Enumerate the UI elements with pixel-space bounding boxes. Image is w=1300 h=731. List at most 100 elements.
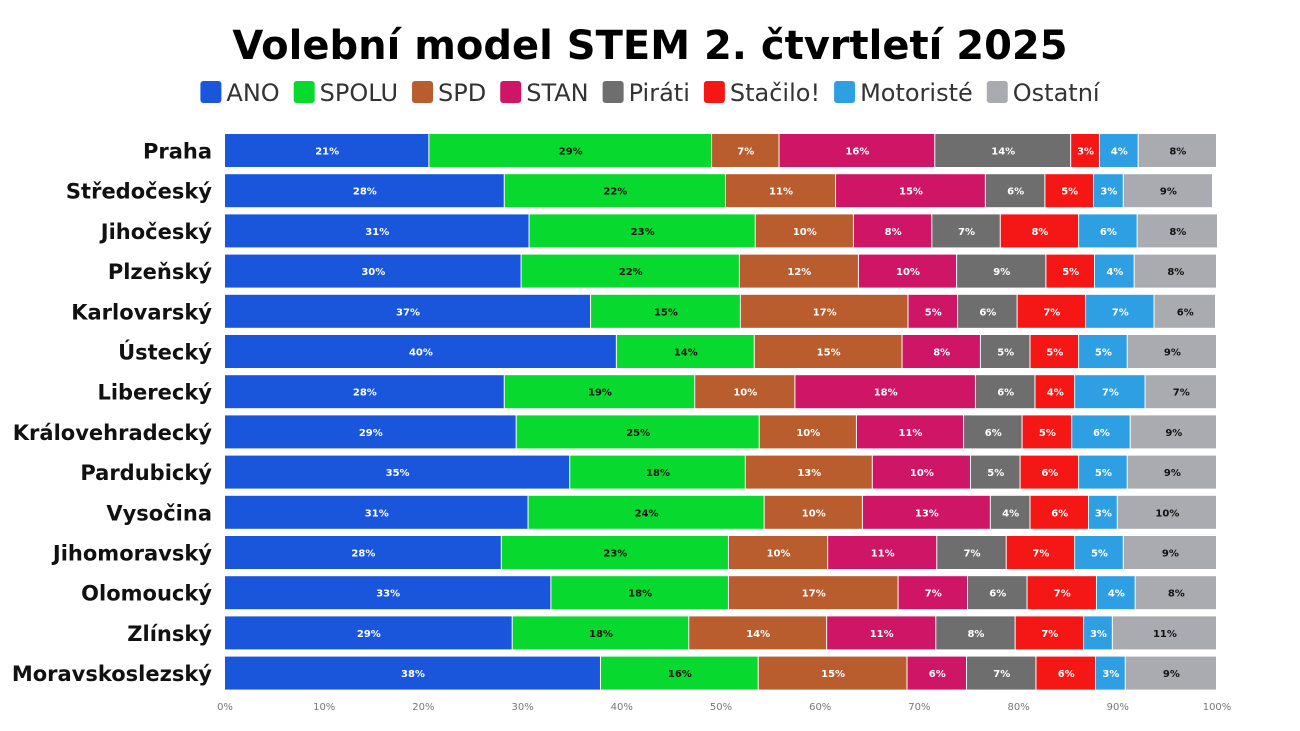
region-label-praha: Praha <box>143 140 212 164</box>
value-label-karlovarsky-pirati: 6% <box>979 307 996 318</box>
value-label-liberecky-stacilo: 4% <box>1047 388 1064 399</box>
value-label-liberecky-spolu: 19% <box>588 388 612 399</box>
value-label-praha-ostatni: 8% <box>1169 147 1186 158</box>
value-label-jihomoravsky-ano: 28% <box>351 549 375 560</box>
bar-segment-stredocesky-ano <box>225 174 504 208</box>
legend-swatch <box>500 81 522 103</box>
legend-item-motoriste: Motoristé <box>834 79 973 107</box>
bar-segment-ustecky-spolu <box>616 335 754 368</box>
value-label-stredocesky-spd: 11% <box>769 187 793 198</box>
bar-row-jihocesky: 31% 23% 10% 8% 7% 8% 6% 8% <box>225 214 1217 248</box>
bar-row-liberecky: 28% 19% 10% 18% 6% 4% 7% 7% <box>225 375 1216 409</box>
bar-segment-jihocesky-motoriste <box>1079 214 1137 248</box>
bar-segment-moravskoslezsky-ano <box>225 656 600 690</box>
bar-segment-pardubicky-ostatni <box>1127 455 1216 489</box>
bar-segment-vysocina-spd <box>764 495 862 529</box>
bar-segment-vysocina-spolu <box>528 495 764 529</box>
legend-swatch <box>602 81 624 103</box>
bar-segment-pardubicky-spd <box>745 455 872 489</box>
legend-item-spd: SPD <box>412 79 486 107</box>
value-label-kralovehradecky-ano: 29% <box>359 428 383 439</box>
legend-label: Stačilo! <box>730 79 820 107</box>
value-label-jihocesky-ostatni: 8% <box>1169 227 1186 238</box>
bar-segment-olomoucky-stacilo <box>1027 576 1096 610</box>
bar-segment-ustecky-spd <box>754 335 902 368</box>
value-label-zlinsky-spd: 14% <box>746 629 770 640</box>
x-tick-label: 70% <box>908 702 930 713</box>
bar-segment-olomoucky-pirati <box>968 576 1027 610</box>
value-label-jihomoravsky-spolu: 23% <box>603 549 627 560</box>
bar-segment-karlovarsky-stacilo <box>1017 294 1086 328</box>
bar-segment-olomoucky-spolu <box>551 576 728 610</box>
value-label-jihocesky-motoriste: 6% <box>1100 227 1117 238</box>
value-label-jihomoravsky-ostatni: 9% <box>1162 549 1179 560</box>
bar-segment-liberecky-spolu <box>504 375 695 409</box>
value-label-praha-spd: 7% <box>737 147 754 158</box>
bar-segment-liberecky-ano <box>225 375 504 409</box>
x-tick-label: 40% <box>611 702 633 713</box>
region-label-vysocina: Vysočina <box>106 501 212 525</box>
value-label-karlovarsky-stacilo: 7% <box>1043 307 1060 318</box>
bar-segment-liberecky-ostatni <box>1145 375 1216 409</box>
x-tick-label: 60% <box>809 702 831 713</box>
bar-segment-karlovarsky-motoriste <box>1086 294 1154 328</box>
value-label-kralovehradecky-motoriste: 6% <box>1093 428 1110 439</box>
value-label-jihomoravsky-spd: 10% <box>767 549 791 560</box>
value-label-karlovarsky-ano: 37% <box>396 307 420 318</box>
value-label-liberecky-stan: 18% <box>874 388 898 399</box>
value-label-praha-motoriste: 4% <box>1111 147 1128 158</box>
bar-row-karlovarsky: 37% 15% 17% 5% 6% 7% 7% 6% <box>225 294 1215 328</box>
value-label-olomoucky-ostatni: 8% <box>1168 589 1185 600</box>
value-label-ustecky-motoriste: 5% <box>1095 348 1112 359</box>
value-label-zlinsky-ano: 29% <box>357 629 381 640</box>
value-label-kralovehradecky-stan: 11% <box>899 428 923 439</box>
bar-row-pardubicky: 35% 18% 13% 10% 5% 6% 5% 9% <box>225 455 1216 489</box>
value-label-stredocesky-motoriste: 3% <box>1100 187 1117 198</box>
bar-segment-jihocesky-stacilo <box>1000 214 1079 248</box>
x-tick-label: 20% <box>412 702 434 713</box>
bar-segment-moravskoslezsky-stan <box>907 656 967 690</box>
region-label-pardubicky: Pardubický <box>80 461 212 485</box>
value-label-moravskoslezsky-ostatni: 9% <box>1163 669 1180 680</box>
bar-segment-stredocesky-stan <box>836 174 985 208</box>
bar-segment-liberecky-stan <box>795 375 975 409</box>
bar-segment-kralovehradecky-stacilo <box>1022 415 1072 449</box>
region-label-liberecky: Liberecký <box>97 381 212 405</box>
bar-segment-karlovarsky-ano <box>225 294 591 328</box>
value-label-jihomoravsky-stacilo: 7% <box>1032 549 1049 560</box>
value-label-liberecky-pirati: 6% <box>997 388 1014 399</box>
value-label-jihocesky-spd: 10% <box>793 227 817 238</box>
x-tick-label: 50% <box>710 702 732 713</box>
value-label-karlovarsky-motoriste: 7% <box>1112 307 1129 318</box>
bar-segment-moravskoslezsky-motoriste <box>1095 656 1125 690</box>
region-label-olomoucky: Olomoucký <box>81 582 212 606</box>
value-label-pardubicky-spd: 13% <box>797 468 821 479</box>
value-label-ustecky-spolu: 14% <box>674 348 698 359</box>
value-label-ustecky-stacilo: 5% <box>1046 348 1063 359</box>
x-axis: 0% 10% 20% 30% 40% 50% 60% 70% 80% 90% 100% <box>217 702 1231 713</box>
legend-label: ANO <box>226 79 279 107</box>
bar-segment-praha-spd <box>712 134 779 167</box>
value-label-stredocesky-ano: 28% <box>353 187 377 198</box>
value-label-stredocesky-stacilo: 5% <box>1061 187 1078 198</box>
bar-segment-stredocesky-stacilo <box>1045 174 1093 208</box>
bar-segment-zlinsky-spd <box>689 616 827 650</box>
value-label-liberecky-spd: 10% <box>733 388 757 399</box>
value-label-praha-spolu: 29% <box>559 147 583 158</box>
bar-segment-jihomoravsky-ostatni <box>1123 536 1216 569</box>
bar-segment-karlovarsky-spd <box>740 294 908 328</box>
bar-segment-pardubicky-stacilo <box>1020 455 1079 489</box>
bar-segment-liberecky-motoriste <box>1075 375 1145 409</box>
region-label-stredocesky: Středočeský <box>66 180 212 204</box>
region-label-moravskoslezsky: Moravskoslezský <box>12 662 212 686</box>
value-label-jihocesky-stan: 8% <box>885 227 902 238</box>
legend-label: Motoristé <box>860 79 973 107</box>
bar-segment-zlinsky-spolu <box>512 616 689 650</box>
legend-item-spolu: SPOLU <box>293 79 398 107</box>
bar-segment-ustecky-motoriste <box>1079 335 1127 368</box>
value-label-jihomoravsky-pirati: 7% <box>963 549 980 560</box>
value-label-moravskoslezsky-motoriste: 3% <box>1102 669 1119 680</box>
value-label-zlinsky-pirati: 8% <box>967 629 984 640</box>
x-tick-label: 90% <box>1107 702 1129 713</box>
value-label-plzensky-spolu: 22% <box>619 267 643 278</box>
